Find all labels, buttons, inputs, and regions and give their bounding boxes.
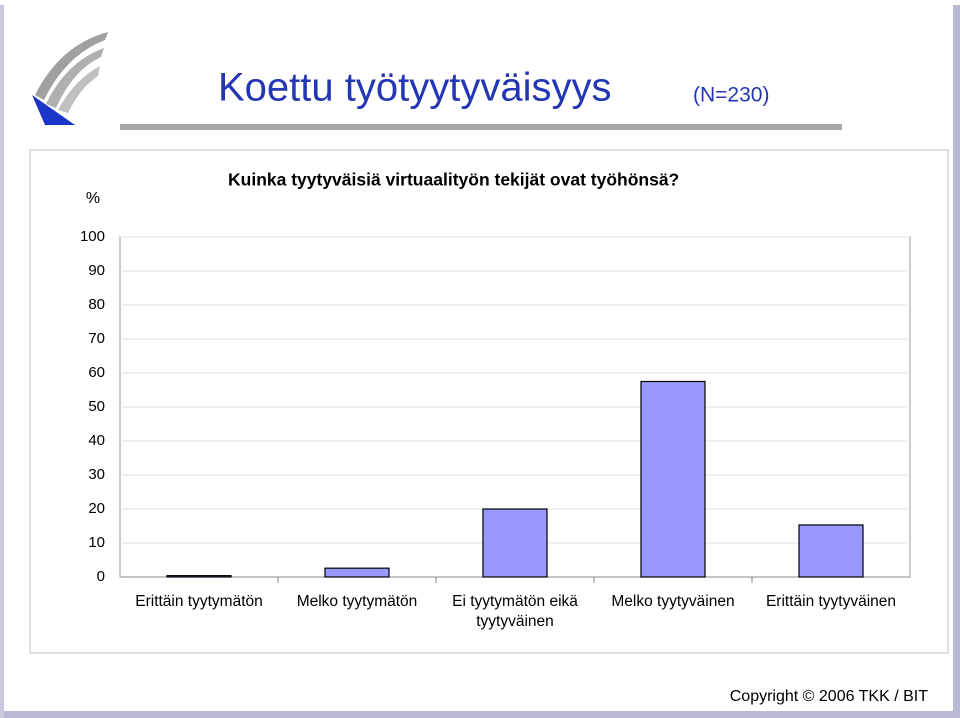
frame-left — [0, 5, 4, 718]
y-tick-label: 10 — [88, 534, 105, 551]
frame-bottom — [0, 711, 960, 718]
bar — [798, 524, 864, 578]
footer: Copyright © 2006 TKK / BIT — [730, 688, 928, 705]
y-tick-label: 70 — [88, 330, 105, 347]
y-tick-label: 40 — [88, 432, 105, 449]
bar — [640, 380, 706, 578]
y-tick-label: 20 — [88, 500, 105, 517]
frame-right — [953, 5, 960, 718]
bar — [324, 567, 390, 578]
y-tick-label: 0 — [97, 568, 105, 585]
bar — [482, 508, 548, 578]
slide-title: Koettu työtyytyväisyys — [218, 66, 611, 110]
y-tick-label: 30 — [88, 466, 105, 483]
y-tick-label: 50 — [88, 398, 105, 415]
logo — [32, 32, 108, 125]
x-tick-label: Melko tyytyväinen — [611, 593, 735, 610]
chart-frame — [29, 149, 949, 654]
title-rule — [120, 124, 842, 130]
x-tick-label: Erittäin tyytyväinen — [765, 593, 897, 610]
chart-title: Kuinka tyytyväisiä virtuaalityön tekijät… — [228, 170, 679, 190]
y-tick-label: 100 — [80, 228, 105, 245]
y-axis-label: % — [86, 190, 100, 207]
y-tick-label: 80 — [88, 296, 105, 313]
x-tick-label: Ei tyytymätön eikä tyytyväinen — [452, 593, 578, 630]
x-tick-label: Melko tyytymätön — [296, 593, 418, 610]
x-tick-label: Erittäin tyytymätön — [135, 593, 263, 610]
bar — [166, 575, 232, 578]
y-tick-label: 90 — [88, 262, 105, 279]
y-tick-label: 60 — [88, 364, 105, 381]
slide-note: (N=230) — [693, 84, 769, 107]
